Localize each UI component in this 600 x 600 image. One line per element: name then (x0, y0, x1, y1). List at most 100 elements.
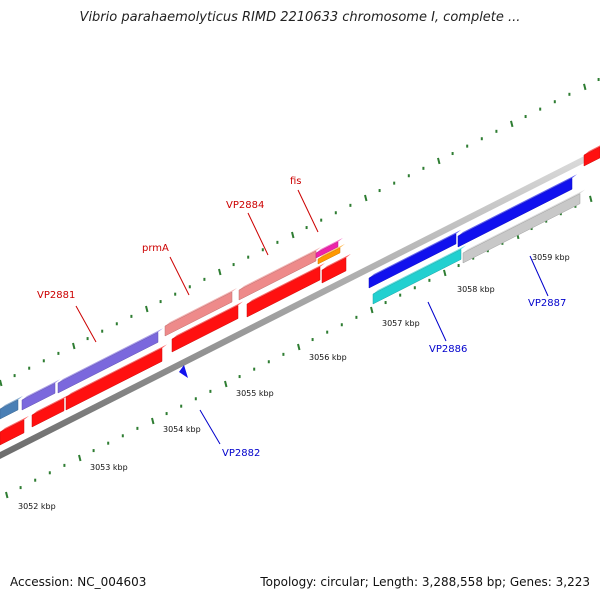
gene-block-cyan[interactable] (372, 248, 462, 305)
gene-block-gray-top (463, 189, 585, 253)
cds-block-top (247, 262, 325, 304)
minor-tick (34, 478, 37, 482)
minor-tick (232, 263, 235, 267)
minor-tick (121, 434, 124, 438)
major-tick (589, 195, 593, 203)
cds-block[interactable] (31, 398, 65, 428)
cds-block[interactable] (321, 257, 347, 284)
gene-block-orange[interactable] (317, 247, 341, 265)
tick-label: 3052 kbp (18, 502, 56, 511)
gene-block-pink-top (239, 246, 321, 290)
gene-label-fis: fis (290, 176, 302, 187)
minor-tick (13, 374, 16, 378)
tick-label: 3056 kbp (309, 353, 347, 362)
minor-tick (194, 397, 197, 401)
major-tick (364, 194, 368, 202)
gene-label-vp2881: VP2881 (37, 290, 75, 301)
small-reverse-feature[interactable] (179, 365, 188, 378)
major-tick (78, 454, 82, 462)
minor-tick (305, 226, 308, 230)
gene-label-vp2886: VP2886 (429, 344, 467, 355)
minor-tick (247, 255, 250, 259)
tick-label: 3055 kbp (236, 389, 274, 398)
minor-tick (209, 389, 212, 393)
gene-block-magenta[interactable] (315, 241, 339, 259)
gene-block-gray[interactable] (462, 193, 581, 264)
cds-block-top (322, 253, 351, 270)
major-tick (437, 157, 441, 165)
tick-label: 3054 kbp (163, 425, 201, 434)
cds-reverse-block[interactable] (368, 233, 457, 289)
minor-tick (276, 240, 279, 244)
minor-tick (267, 360, 270, 364)
label-leader-line (75, 305, 97, 343)
gene-block-purple-top (22, 379, 60, 400)
map-title: Vibrio parahaemolyticus RIMD 2210633 chr… (79, 10, 521, 25)
cds-reverse-block[interactable] (457, 177, 573, 248)
major-tick (5, 491, 9, 499)
cds-block[interactable] (0, 419, 25, 446)
tick-label: 3057 kbp (382, 319, 420, 328)
gene-labels: VP2881 prmA VP2884 fis VP2882 VP2886 VP2… (37, 176, 566, 459)
minor-tick (486, 249, 489, 253)
gene-block-purple[interactable] (21, 382, 56, 411)
minor-tick (530, 227, 533, 231)
minor-tick (413, 286, 416, 290)
minor-tick (355, 315, 358, 319)
feature-blocks (0, 145, 600, 446)
minor-tick (378, 189, 381, 193)
minor-tick (320, 218, 323, 222)
label-leader-line (169, 256, 190, 296)
major-tick (370, 306, 374, 314)
minor-tick (574, 204, 577, 208)
tick-label: 3059 kbp (532, 253, 570, 262)
minor-tick (130, 314, 133, 318)
cds-reverse-block-top (369, 229, 461, 278)
minor-tick (311, 338, 314, 342)
gene-block-purple[interactable] (57, 331, 159, 394)
gene-block-steel[interactable] (0, 399, 19, 420)
tick-labels: 3052 kbp 3053 kbp 3054 kbp 3055 kbp 3056… (18, 253, 570, 511)
minor-tick (472, 256, 475, 260)
minor-tick (495, 129, 498, 133)
backbone (0, 148, 600, 459)
minor-tick (501, 241, 504, 245)
minor-tick (101, 329, 104, 333)
gene-block-cyan-top (373, 245, 466, 294)
cds-block[interactable] (246, 266, 321, 318)
gene-block-pink[interactable] (238, 250, 317, 301)
minor-tick (136, 426, 139, 430)
major-tick (583, 83, 587, 91)
label-leader-line (297, 189, 319, 233)
genome-summary-text: Topology: circular; Length: 3,288,558 bp… (260, 575, 590, 589)
cds-block-top (0, 415, 29, 432)
minor-tick (422, 166, 425, 170)
minor-tick (115, 322, 118, 326)
minor-tick (282, 352, 285, 356)
cds-block[interactable] (171, 305, 239, 353)
minor-tick (174, 292, 177, 296)
gene-block-orange-top (318, 243, 345, 259)
minor-tick (159, 300, 162, 304)
cds-block[interactable] (583, 146, 600, 167)
minor-tick (28, 366, 31, 370)
minor-tick (92, 449, 95, 453)
minor-tick (451, 152, 454, 156)
cds-block[interactable] (65, 347, 163, 411)
minor-tick-marks-upper (0, 78, 600, 387)
gene-label-vp2884: VP2884 (226, 200, 264, 211)
gene-label-vp2882: VP2882 (222, 448, 260, 459)
minor-tick (524, 115, 527, 119)
gene-block-pink-top (165, 288, 237, 326)
minor-tick (86, 337, 89, 341)
minor-tick (407, 174, 410, 178)
major-tick (0, 379, 3, 387)
minor-tick (399, 293, 402, 297)
cds-reverse-block-top (458, 174, 577, 236)
gene-label-prma: prmA (142, 243, 169, 254)
label-leader-line (427, 301, 447, 342)
gene-block-pink[interactable] (164, 291, 233, 337)
minor-tick (42, 359, 45, 363)
minor-tick (57, 351, 60, 355)
